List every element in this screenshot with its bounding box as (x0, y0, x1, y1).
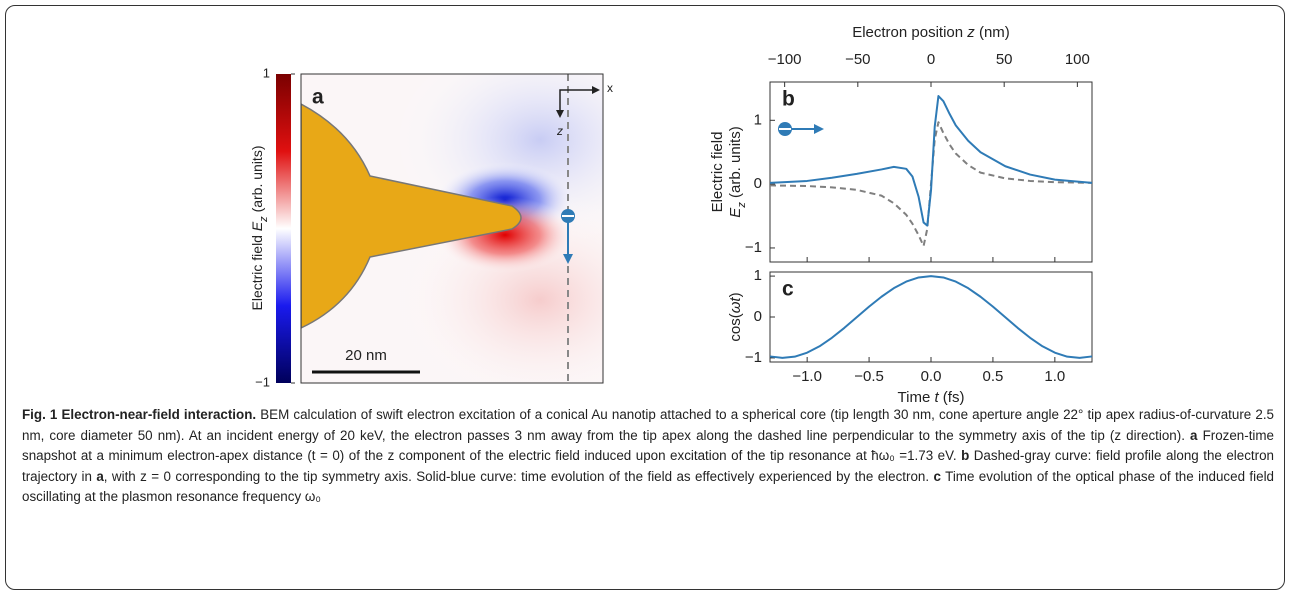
arrow-head (814, 124, 824, 134)
x-tick-label: 0.0 (921, 368, 942, 385)
label-part: (arb. units) (249, 145, 265, 216)
caption: Fig. 1 Electron-near-field interaction. … (22, 405, 1274, 508)
plot-frame (769, 271, 1093, 363)
label-part: E (249, 221, 265, 231)
label-part: ) (727, 292, 744, 297)
y-tick-label: 1 (754, 267, 762, 284)
label-part: (arb. units) (727, 126, 744, 202)
label-part: ωt (727, 297, 744, 314)
scale-bar-label: 20 nm (345, 347, 387, 364)
caption-bold: c (933, 468, 941, 484)
label-part: z (736, 202, 748, 209)
x-tick-label: −0.5 (854, 368, 884, 385)
x-tick-label: 0.5 (982, 368, 1003, 385)
y-axis-title: Ez (arb. units) (727, 126, 748, 217)
label-part: t (934, 389, 939, 406)
label-part: Electric field (249, 231, 265, 310)
panel-label: b (782, 88, 795, 111)
label-part: Time (898, 389, 935, 406)
label-part: (fs) (939, 389, 965, 406)
panel-label: a (312, 86, 324, 109)
axes-arrows (556, 86, 600, 118)
colorbar-tick-label: 1 (263, 65, 270, 80)
label-part: cos( (727, 313, 744, 341)
panel-label: c (782, 278, 794, 301)
label-part: E (727, 207, 744, 218)
caption-bold: a (1190, 427, 1198, 443)
x-axis-title: Time t (fs) (898, 389, 965, 406)
x2-axis-title: Electron position z (nm) (852, 24, 1010, 41)
y-tick-label: 0 (754, 175, 762, 192)
y-tick-label: −1 (745, 349, 762, 366)
y-tick-label: 1 (754, 111, 762, 128)
label-part: Electron position (852, 24, 967, 41)
axes-icon (559, 89, 596, 112)
y-axis-title: cos(ωt) (727, 292, 744, 341)
caption-text: BEM calculation of swift electron excita… (22, 407, 1274, 443)
axis-x-label: x (607, 81, 613, 95)
caption-text: Time evolution of the optical phase of t… (22, 468, 1274, 505)
y-tick-label: −1 (745, 239, 762, 256)
caption-bold: b (961, 448, 970, 464)
x-tick-label: −1.0 (792, 368, 822, 385)
colorbar (276, 74, 291, 383)
label-part: z (258, 216, 270, 223)
x2-tick-label: 50 (996, 51, 1013, 68)
series-line (769, 95, 1093, 227)
y-axis-title: Electric field (709, 132, 726, 213)
colorbar-tick-label: −1 (255, 374, 270, 389)
caption-bold: Fig. 1 Electron-near-field interaction. (22, 407, 257, 422)
arrow-head (563, 254, 573, 264)
series-line (769, 275, 1093, 359)
caption-text: Frozen-time snapshot at a minimum electr… (22, 427, 1274, 464)
label-part: (nm) (975, 24, 1010, 41)
label-part: z (966, 24, 975, 41)
field-map (301, 74, 603, 383)
x-tick-label: 1.0 (1044, 368, 1065, 385)
figure-frame (5, 5, 1285, 590)
caption-text: , with z = 0 corresponding to the tip sy… (103, 468, 934, 484)
y-tick-label: 0 (754, 308, 762, 325)
x2-tick-label: 100 (1065, 51, 1090, 68)
x2-tick-label: −50 (845, 51, 870, 68)
axis-z-label: z (556, 124, 563, 138)
x2-tick-label: 0 (927, 51, 935, 68)
map-frame (300, 73, 604, 384)
plot-frame (769, 81, 1093, 263)
x2-tick-label: −100 (768, 51, 802, 68)
caption-text: Dashed-gray curve: field profile along t… (22, 448, 1274, 484)
colorbar-label: Electric field Ez (arb. units) (249, 145, 270, 310)
caption-bold: a (96, 468, 104, 484)
